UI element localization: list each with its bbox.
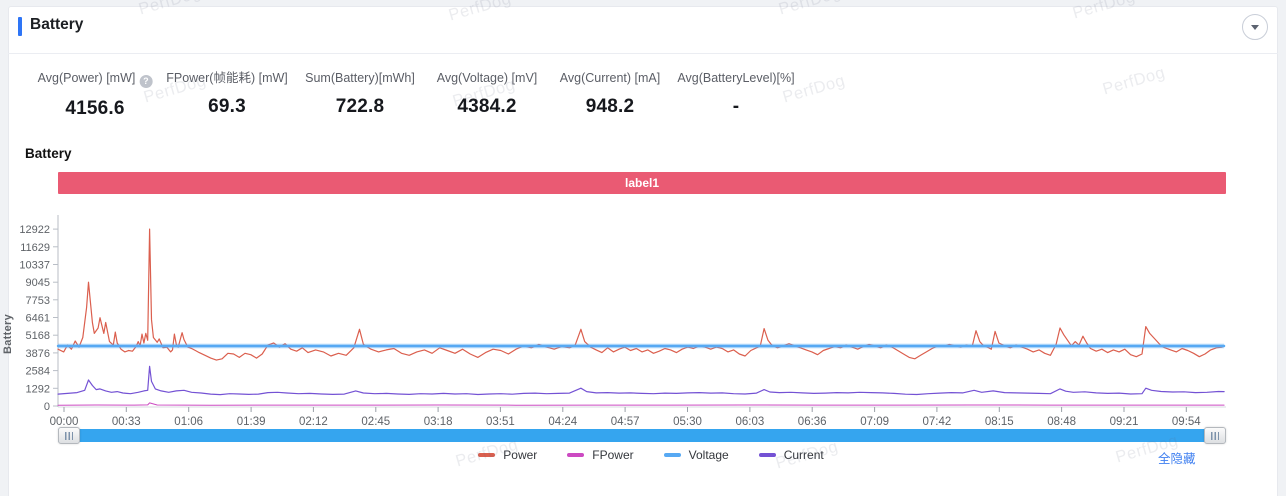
battery-panel-card xyxy=(8,6,1278,496)
chevron-down-icon xyxy=(1251,24,1259,30)
x-tick-label: 00:00 xyxy=(50,416,79,428)
x-tick-label: 08:48 xyxy=(1047,416,1076,428)
legend-marker-icon xyxy=(567,452,585,457)
x-tick-label: 02:12 xyxy=(299,416,328,428)
x-tick-label: 02:45 xyxy=(361,416,390,428)
metric-value: 69.3 xyxy=(208,96,246,117)
x-tick-label: 09:54 xyxy=(1172,416,1201,428)
y-tick-label: 11629 xyxy=(20,242,50,254)
label1-band[interactable]: label1 xyxy=(58,172,1226,194)
legend-label: Current xyxy=(783,447,824,462)
help-icon[interactable]: ? xyxy=(139,75,153,88)
x-tick-label: 03:51 xyxy=(486,416,515,428)
chart-legend: Power FPower Voltage Current xyxy=(0,446,1286,463)
datazoom-right-handle[interactable] xyxy=(1204,427,1226,444)
grip-icon xyxy=(65,431,73,440)
y-tick-label: 2584 xyxy=(26,366,50,378)
legend-marker-icon xyxy=(663,452,681,457)
collapse-panel-button[interactable] xyxy=(1242,14,1268,40)
metric-avg-power: Avg(Power) [mW]? 4156.6 xyxy=(38,70,153,120)
metric-sum-battery: Sum(Battery)[mWh] 722.8 xyxy=(305,70,415,118)
chart-title: Battery xyxy=(25,146,72,161)
x-tick-label: 06:36 xyxy=(798,416,827,428)
datazoom-scrollbar[interactable] xyxy=(58,429,1226,442)
metric-avg-battery-level: Avg(BatteryLevel)[%] - xyxy=(677,70,794,118)
y-tick-label: 3876 xyxy=(26,348,50,360)
x-tick-label: 01:06 xyxy=(174,416,203,428)
metric-label: Avg(Current) [mA] xyxy=(559,71,661,85)
datazoom-left-handle[interactable] xyxy=(58,427,80,444)
metric-avg-current: Avg(Current) [mA] 948.2 xyxy=(560,70,661,118)
title-accent-bar xyxy=(18,17,22,36)
legend-marker-icon xyxy=(758,452,776,457)
y-tick-label: 9045 xyxy=(26,277,50,289)
metric-value: 722.8 xyxy=(335,96,385,117)
legend-label: Voltage xyxy=(688,447,729,462)
legend-item-voltage[interactable]: Voltage xyxy=(663,447,729,462)
x-tick-label: 07:42 xyxy=(923,416,952,428)
y-tick-label: 6461 xyxy=(26,313,50,325)
metric-value: 4384.2 xyxy=(457,96,517,117)
metric-value: - xyxy=(732,96,740,117)
series-line-fpower xyxy=(57,402,1225,406)
x-tick-label: 07:09 xyxy=(860,416,889,428)
y-tick-label: 5168 xyxy=(26,330,50,342)
series-line-current xyxy=(57,365,1225,396)
x-tick-label: 05:30 xyxy=(673,416,702,428)
label1-band-text: label1 xyxy=(624,176,660,190)
legend-item-power[interactable]: Power xyxy=(478,448,537,462)
header-divider xyxy=(8,53,1278,54)
metric-label: Sum(Battery)[mWh] xyxy=(305,71,415,85)
hide-all-link[interactable]: 全隐藏 xyxy=(1158,452,1196,466)
metric-label: Avg(BatteryLevel)[%] xyxy=(677,71,795,85)
metric-fpower: FPower(帧能耗) [mW] 69.3 xyxy=(166,70,288,118)
y-tick-label: 12922 xyxy=(19,224,50,236)
x-tick-label: 03:18 xyxy=(424,416,453,428)
y-tick-label: 1292 xyxy=(26,383,50,395)
x-tick-label: 06:03 xyxy=(736,416,765,428)
x-tick-label: 00:33 xyxy=(112,416,141,428)
legend-item-fpower[interactable]: FPower xyxy=(567,447,634,462)
metric-label: FPower(帧能耗) [mW] xyxy=(166,71,288,85)
metric-value: 4156.6 xyxy=(65,98,125,119)
series-line-power xyxy=(57,228,1223,361)
x-tick-label: 04:57 xyxy=(611,416,640,428)
legend-label: FPower xyxy=(592,447,634,462)
y-tick-label: 10337 xyxy=(19,260,50,272)
panel-title: Battery xyxy=(30,16,84,33)
x-tick-label: 01:39 xyxy=(237,416,266,428)
metric-label: Avg(Voltage) [mV] xyxy=(436,71,538,85)
legend-marker-icon xyxy=(478,452,496,457)
x-tick-label: 09:21 xyxy=(1110,416,1139,428)
y-tick-label: 0 xyxy=(44,401,50,413)
y-tick-label: 7753 xyxy=(26,295,50,307)
legend-item-current[interactable]: Current xyxy=(758,447,824,462)
grip-icon xyxy=(1211,431,1219,440)
x-tick-label: 04:24 xyxy=(548,416,577,428)
metric-value: 948.2 xyxy=(585,96,635,117)
metric-label-text: Avg(Power) [mW] xyxy=(37,71,136,85)
metric-label: Avg(Power) [mW]? xyxy=(38,70,153,88)
metric-avg-voltage: Avg(Voltage) [mV] 4384.2 xyxy=(437,70,538,118)
legend-label: Power xyxy=(503,447,538,462)
x-tick-label: 08:15 xyxy=(985,416,1014,428)
